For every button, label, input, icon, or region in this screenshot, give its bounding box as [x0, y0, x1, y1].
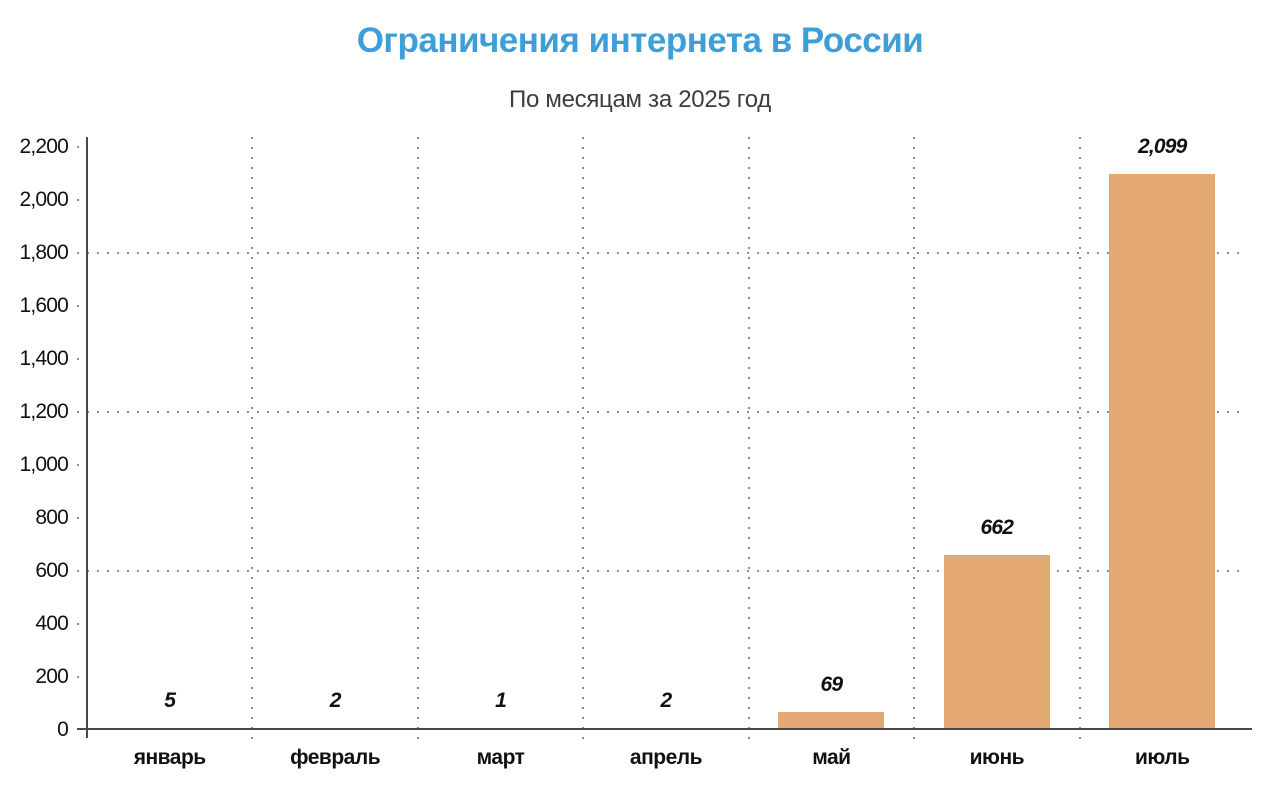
y-axis-label: 0 [57, 718, 69, 741]
bar-value-label: 1 [495, 689, 507, 712]
y-axis-label: 400 [35, 612, 68, 635]
y-axis-label: 1,400 [19, 347, 68, 370]
horizontal-gridline [87, 570, 1247, 572]
y-axis-label: 200 [35, 665, 68, 688]
x-axis-line [77, 728, 1252, 730]
y-tick-dot [77, 199, 79, 201]
y-axis-line [86, 137, 88, 738]
x-axis-label: февраль [290, 746, 381, 769]
y-tick-dot [77, 358, 79, 360]
y-tick-dot [77, 305, 79, 307]
vertical-gridline [251, 137, 254, 742]
vertical-gridline [1078, 137, 1081, 742]
y-tick-dot [77, 517, 79, 519]
bar-value-label: 2,099 [1137, 135, 1187, 158]
y-tick-dot [77, 570, 79, 572]
bar [778, 712, 885, 730]
bar-value-label: 662 [980, 516, 1014, 539]
x-axis-label: май [812, 746, 851, 769]
bar [1109, 174, 1216, 730]
bar-value-label: 5 [164, 689, 176, 712]
chart-title: Ограничения интернета в России [356, 21, 924, 60]
horizontal-gridline [87, 411, 1247, 413]
y-axis-label: 800 [35, 506, 68, 529]
y-axis-label: 600 [35, 559, 68, 582]
y-axis-label: 2,000 [19, 188, 68, 211]
y-tick-dot [77, 676, 79, 678]
bar-value-label: 2 [329, 689, 342, 712]
y-axis-label: 2,200 [19, 135, 68, 158]
vertical-gridline [913, 137, 916, 742]
vertical-gridline [747, 137, 750, 742]
chart-subtitle: По месяцам за 2025 год [509, 86, 771, 113]
y-tick-dot [77, 464, 79, 466]
x-axis-label: июль [1134, 746, 1190, 769]
y-tick-dot [77, 252, 79, 254]
y-tick-dot [77, 623, 79, 625]
plot-area: 0 200 400 600 800 1,000 1,200 1,400 1,600 1,800 2,… [19, 136, 1252, 769]
y-axis-label: 1,800 [19, 241, 68, 264]
bar [943, 555, 1050, 730]
y-tick-dot [77, 146, 79, 148]
vertical-gridline [582, 137, 585, 742]
x-axis-label: январь [133, 746, 207, 769]
y-axis-label: 1,600 [19, 294, 68, 317]
vertical-gridline [416, 137, 419, 742]
bar-value-label: 2 [660, 689, 673, 712]
x-axis-label: март [476, 746, 525, 769]
horizontal-gridline [87, 252, 1247, 254]
y-axis-label: 1,000 [19, 453, 68, 476]
x-axis-label: апрель [629, 746, 703, 769]
x-axis-label: июнь [969, 746, 1025, 769]
y-tick-dot [77, 411, 79, 413]
bar-value-label: 69 [820, 673, 844, 696]
y-axis-label: 1,200 [19, 400, 68, 423]
